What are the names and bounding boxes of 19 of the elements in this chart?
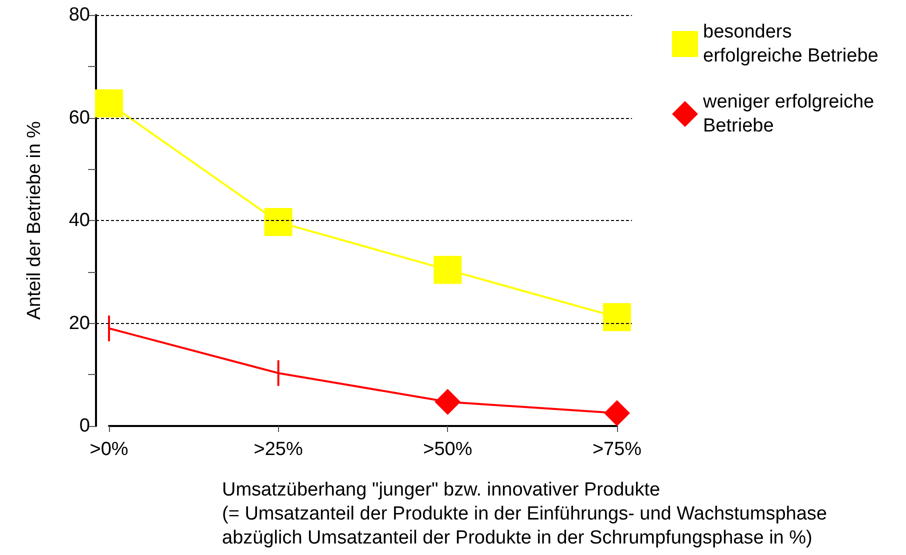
point [434, 388, 461, 415]
x-tick-label: >0% [90, 439, 128, 460]
y-tick-label: 80 [68, 4, 90, 26]
x-axis-title: Umsatzüberhang "junger" bzw. innovativer Produkte (= Umsatzanteil der Produkte in der Einführungs- und Wachstumsphase abzüglich Umsatzanteil der Produkte in der Schrumpfungsphase in %) [222, 480, 827, 548]
y-tick-label: 20 [68, 312, 90, 334]
legend-label: besonders erfolgreiche Betriebe [703, 22, 878, 66]
y-tick-label: 40 [68, 210, 90, 231]
y-tick-label: 60 [68, 107, 90, 128]
point [434, 256, 462, 284]
x-tick-label: >75% [592, 439, 642, 460]
y-tick-label: 0 [79, 416, 90, 436]
point [603, 303, 631, 332]
point [264, 208, 292, 236]
x-tick-label: >25% [254, 439, 303, 460]
y-axis-title: Anteil der Betriebe in % [24, 121, 45, 320]
point [95, 89, 123, 118]
legend-label: weniger erfolgreiche Betriebe [702, 92, 880, 136]
x-tick-label: >50% [423, 439, 472, 460]
point [604, 400, 630, 426]
